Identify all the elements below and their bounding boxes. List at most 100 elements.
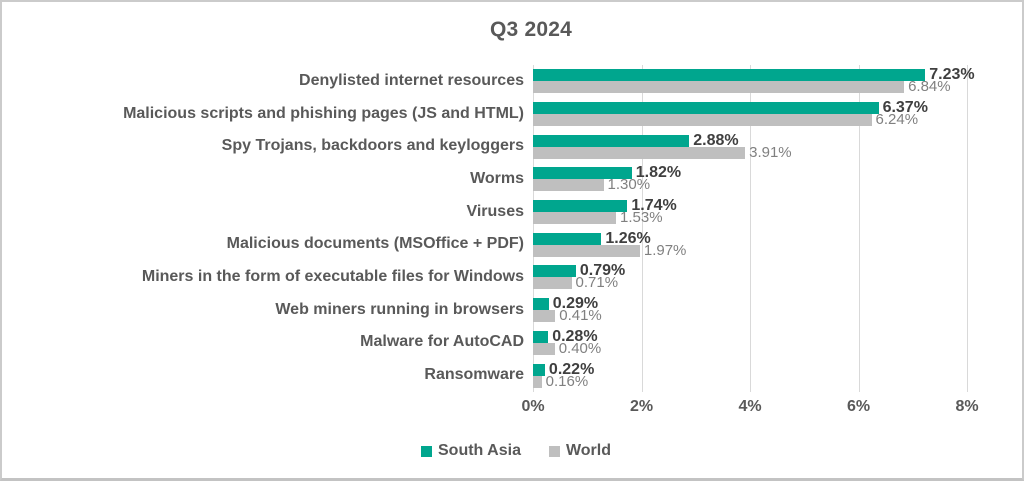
category-label: Web miners running in browsers [275, 300, 524, 318]
plot-gridline [967, 65, 968, 392]
plot-area [533, 65, 968, 392]
legend-label-world: World [565, 442, 611, 459]
category-label: Spy Trojans, backdoors and keyloggers [221, 137, 524, 155]
category-label: Worms [470, 170, 524, 187]
legend-swatch-south-asia [421, 445, 432, 457]
world-bar-line: 6.84% [533, 78, 975, 96]
plot-gridline [641, 65, 643, 392]
plot-gridline [533, 65, 534, 392]
category-label: Malicious scripts and phishing pages (JS… [123, 104, 524, 122]
world-bar-line: 0.16% [533, 374, 594, 389]
bar-pair: 1.74% 1.53% [533, 198, 677, 227]
bar-pair: 0.29% 0.41% [533, 295, 602, 325]
bar-row: Miners in the form of executable files f… [28, 261, 1000, 294]
bar-pair: 1.26% 1.97% [533, 230, 687, 259]
world-bar-line: 0.40% [533, 341, 601, 356]
south-asia-bar [533, 363, 545, 376]
world-bar [533, 179, 604, 192]
world-bar [533, 81, 905, 94]
world-value-label: 0.41% [559, 307, 602, 325]
world-bar [533, 244, 640, 257]
south-asia-value-label: 0.22% [548, 360, 595, 378]
south-asia-bar [533, 167, 632, 180]
x-axis-tick-label: 6% [846, 398, 871, 415]
south-asia-value-label: 7.23% [929, 66, 975, 84]
category-label: Miners in the form of executable files f… [141, 268, 524, 286]
plot-gridline [750, 65, 751, 392]
legend: South Asia World [6, 442, 1022, 460]
south-asia-value-label: 0.29% [552, 295, 599, 313]
bar-row: Denylisted internet resources 7.23% 6.84% [28, 65, 1000, 98]
south-asia-value-label: 0.28% [552, 327, 598, 345]
world-bar [533, 375, 542, 388]
bar-pair: 0.79% 0.71% [533, 262, 626, 292]
bar-pair: 1.82% 1.30% [533, 164, 682, 194]
world-bar-line: 0.41% [533, 307, 602, 325]
south-asia-bar [533, 298, 549, 311]
bar-row: Malicious scripts and phishing pages (JS… [28, 98, 1000, 131]
south-asia-bar [533, 200, 628, 213]
bar-row: Malicious documents (MSOffice + PDF) 1.26… [28, 228, 1000, 261]
world-bar [533, 212, 616, 225]
south-asia-bar-line: 2.88% [533, 131, 792, 149]
south-asia-bar [533, 232, 602, 245]
chart-title: Q3 2024 [490, 18, 572, 41]
world-bar [533, 310, 556, 323]
south-asia-value-label: 1.82% [635, 164, 682, 182]
world-value-label: 1.53% [620, 209, 663, 227]
south-asia-bar [533, 134, 690, 147]
x-axis-tick-label: 0% [521, 398, 545, 415]
x-axis-tick-label: 8% [955, 398, 979, 415]
world-bar [533, 342, 555, 355]
south-asia-bar-line: 0.29% [533, 295, 602, 313]
world-bar-line: 1.97% [533, 241, 687, 259]
south-asia-bar [533, 69, 926, 82]
world-bar-line: 3.91% [533, 143, 792, 161]
south-asia-bar-line: 6.37% [533, 99, 928, 117]
category-label: Malicious documents (MSOffice + PDF) [226, 235, 524, 253]
world-bar [533, 277, 572, 290]
x-axis-tick-label: 2% [629, 398, 654, 415]
world-bar-line: 1.30% [533, 176, 681, 194]
world-value-label: 1.97% [643, 241, 687, 259]
x-axis-tick-label: 4% [738, 398, 762, 415]
world-value-label: 6.24% [875, 111, 919, 129]
world-bar-line: 6.24% [533, 111, 928, 129]
bar-pair: 0.22% 0.16% [533, 360, 595, 389]
world-value-label: 3.91% [749, 143, 792, 161]
legend-item-south-asia: South Asia [421, 442, 521, 460]
category-label: Denylisted internet resources [299, 71, 524, 89]
world-bar [533, 146, 746, 159]
south-asia-value-label: 6.37% [882, 99, 928, 117]
plot-gridline [858, 65, 860, 392]
south-asia-bar-line: 1.82% [533, 164, 682, 182]
south-asia-bar-line: 1.26% [533, 230, 686, 246]
bar-pair: 2.88% 3.91% [533, 131, 792, 161]
bar-row: Web miners running in browsers 0.29% 0.41% [28, 294, 1000, 327]
category-label: Ransomware [424, 366, 524, 384]
south-asia-bar-line: 0.28% [533, 327, 601, 345]
south-asia-bar [533, 102, 879, 115]
x-axis: 0% 2% 4% 6% 8% [521, 398, 978, 418]
bar-row: Worms 1.82% 1.30% [28, 163, 1000, 196]
world-bar-line: 0.71% [533, 274, 625, 292]
south-asia-value-label: 0.79% [579, 262, 626, 280]
bar-rows: Denylisted internet resources 7.23% 6.84% M… [28, 65, 1000, 392]
world-bar-line: 1.53% [533, 209, 677, 227]
south-asia-bar-line: 7.23% [533, 66, 975, 84]
world-value-label: 0.71% [575, 274, 619, 292]
south-asia-bar [533, 265, 576, 278]
bar-pair: 7.23% 6.84% [533, 66, 975, 96]
bar-row: Viruses 1.74% 1.53% [28, 196, 1000, 229]
bar-row: Malware for AutoCAD 0.28% 0.40% [28, 327, 1000, 360]
legend-swatch-world [548, 445, 560, 457]
south-asia-bar-line: 0.79% [533, 262, 626, 280]
world-value-label: 6.84% [908, 78, 951, 96]
world-bar [533, 114, 872, 127]
south-asia-bar-line: 0.22% [533, 360, 595, 378]
bar-pair: 0.28% 0.40% [533, 327, 601, 356]
legend-item-world: World [548, 442, 611, 460]
world-value-label: 1.30% [607, 176, 651, 194]
south-asia-value-label: 2.88% [693, 131, 739, 149]
